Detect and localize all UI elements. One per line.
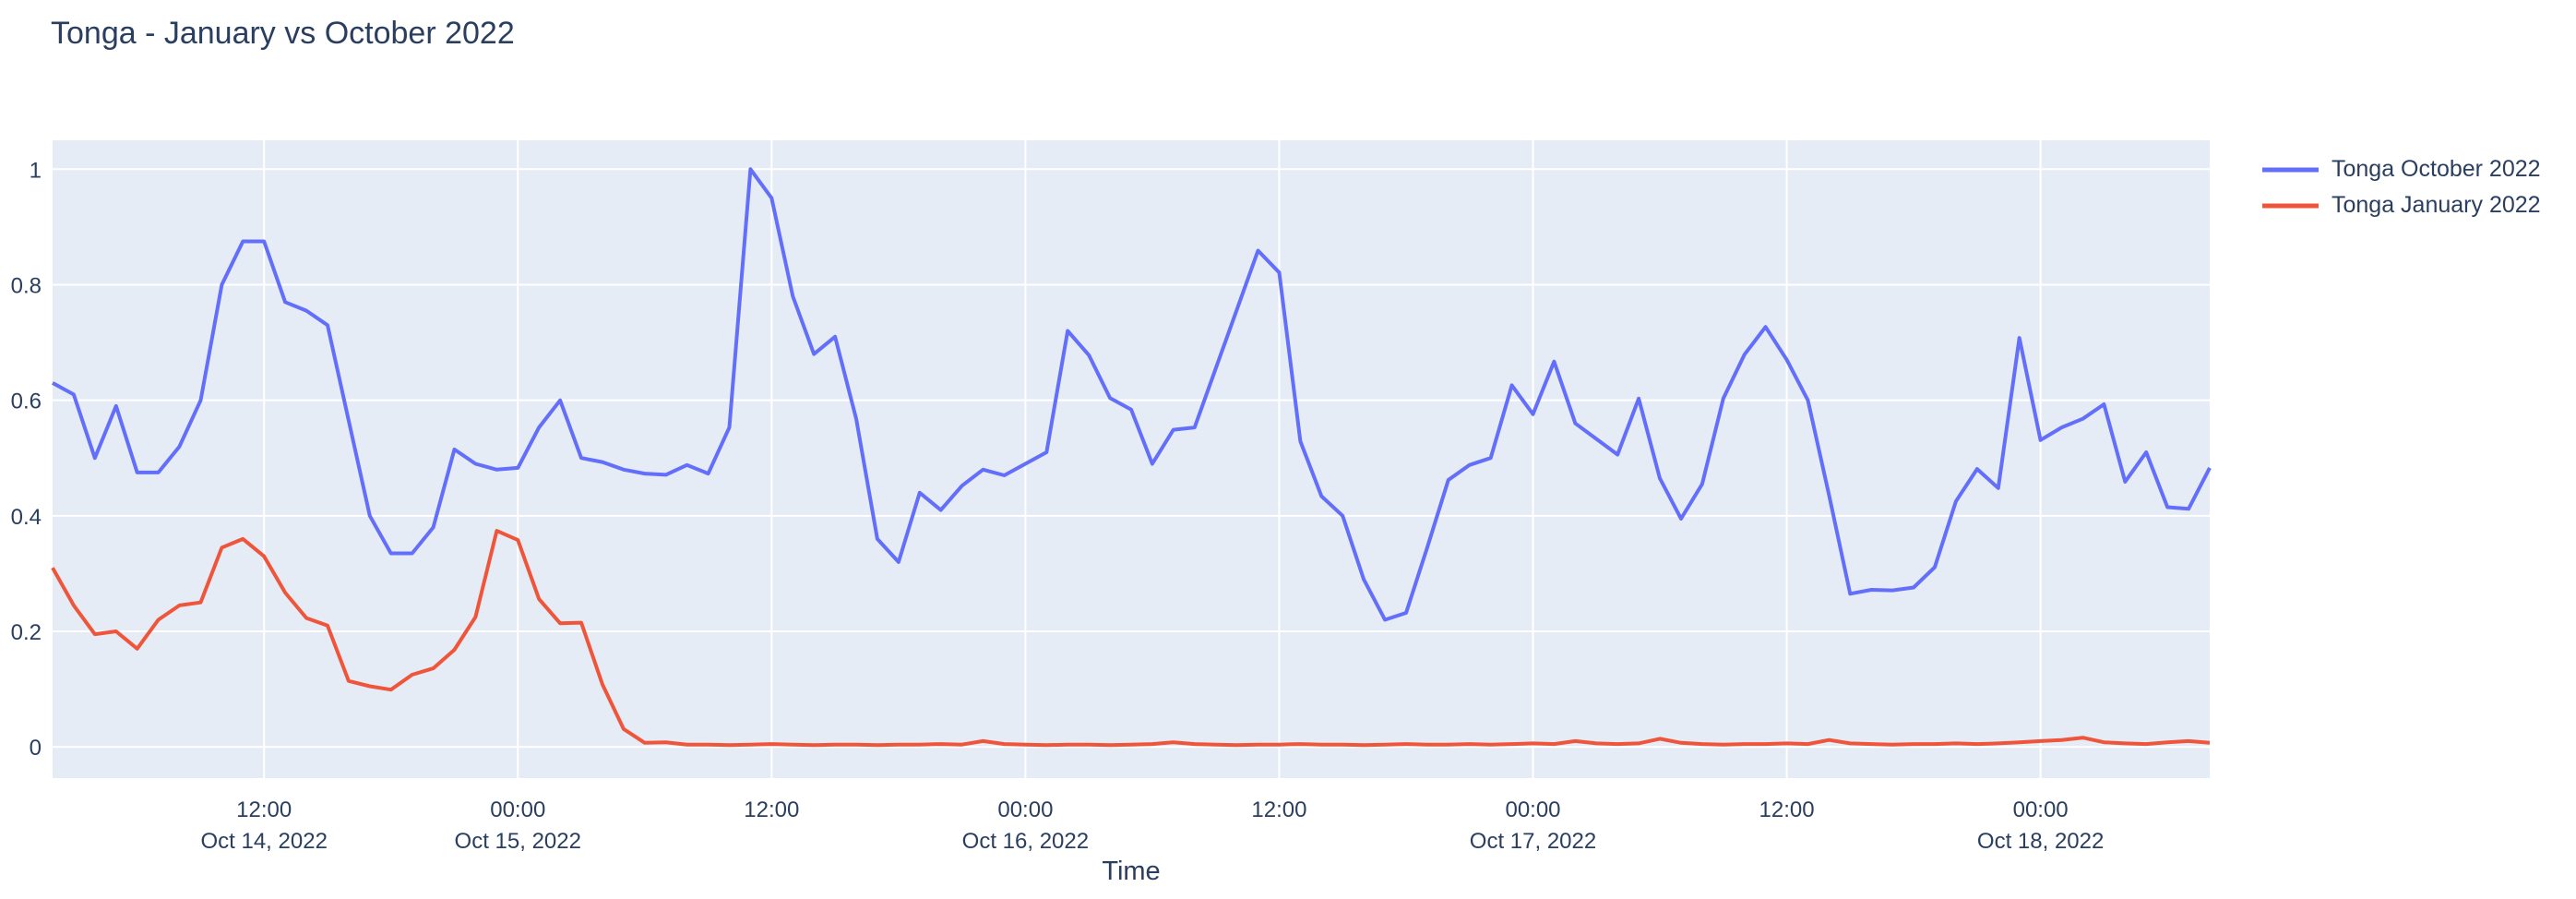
x-tick-label-date: Oct 14, 2022 (200, 829, 327, 854)
legend-label-january: Tonga January 2022 (2332, 192, 2541, 218)
legend-line-sample-january (2262, 203, 2319, 208)
series-line-tonga-october-2022 (52, 167, 2212, 622)
legend-label-october: Tonga October 2022 (2332, 156, 2541, 182)
plot-area-bg[interactable] (53, 140, 2210, 778)
x-tick-label-time: 00:00 (490, 797, 545, 822)
series-line-tonga-january-2022 (51, 529, 2211, 748)
y-tick-label: 1 (30, 158, 42, 183)
x-tick-label-time: 00:00 (997, 797, 1053, 822)
y-tick-label: 0.8 (11, 273, 42, 298)
x-tick-label-time: 12:00 (744, 797, 799, 822)
x-tick-label-time: 00:00 (2013, 797, 2069, 822)
x-tick-label-date: Oct 18, 2022 (1977, 829, 2104, 854)
x-tick-label-time: 12:00 (236, 797, 292, 822)
x-tick-label-date: Oct 17, 2022 (1470, 829, 1596, 854)
chart-title: Tonga - January vs October 2022 (51, 16, 515, 51)
y-tick-label: 0.4 (11, 505, 42, 530)
legend-item-tonga-january-2022[interactable]: Tonga January 2022 (2262, 187, 2541, 223)
x-tick-label-date: Oct 16, 2022 (962, 829, 1089, 854)
legend-line-sample-october (2262, 167, 2319, 172)
x-tick-label-date: Oct 15, 2022 (455, 829, 581, 854)
x-tick-label-time: 00:00 (1505, 797, 1560, 822)
y-tick-label: 0.2 (11, 620, 42, 645)
x-axis-title: Time (1102, 857, 1160, 886)
legend: Tonga October 2022 Tonga January 2022 (2262, 151, 2541, 223)
x-tick-label-time: 12:00 (1759, 797, 1815, 822)
x-tick-label-time: 12:00 (1251, 797, 1306, 822)
legend-item-tonga-october-2022[interactable]: Tonga October 2022 (2262, 151, 2541, 187)
y-tick-label: 0.6 (11, 390, 42, 414)
y-tick-label: 0 (30, 736, 42, 761)
